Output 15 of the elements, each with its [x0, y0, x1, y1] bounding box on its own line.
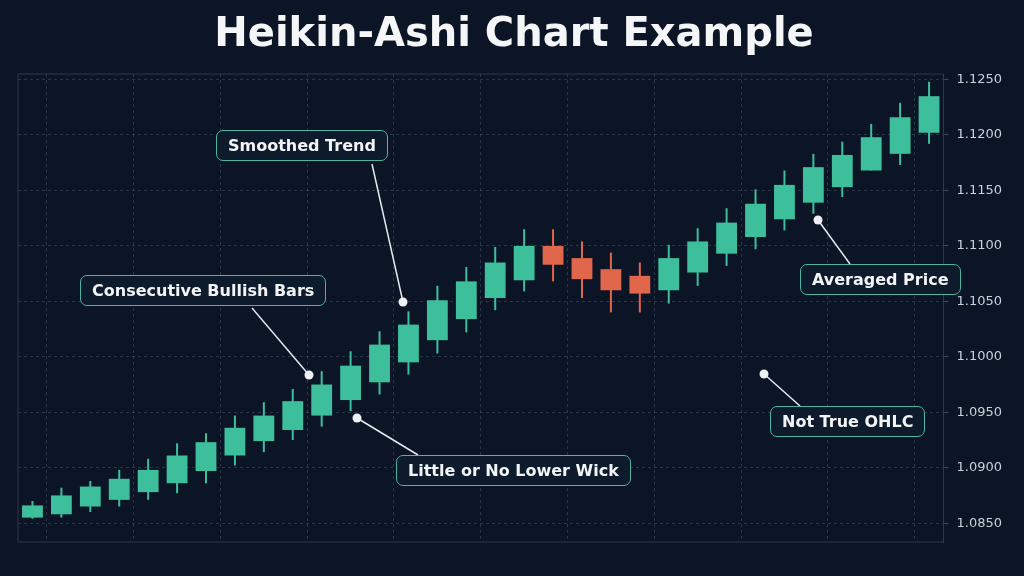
y-tick-label: 1.1100: [956, 237, 1003, 253]
y-tick-label: 1.0900: [956, 459, 1003, 475]
annotation: Smoothed Trend: [216, 130, 388, 161]
y-tick-label: 1.1200: [956, 126, 1003, 142]
chart-title: Heikin-Ashi Chart Example: [214, 9, 814, 56]
y-tick-label: 1.1000: [956, 348, 1003, 364]
annotation: Little or No Lower Wick: [396, 455, 631, 486]
y-tick-label: 1.0950: [956, 403, 1003, 419]
y-tick-label: 1.1250: [956, 70, 1003, 86]
y-tick-label: 1.0850: [956, 514, 1003, 530]
annotation: Consecutive Bullish Bars: [80, 275, 327, 306]
y-tick-label: 1.1150: [956, 181, 1003, 197]
annotation: Not True OHLC: [770, 406, 926, 437]
y-tick-label: 1.1050: [956, 292, 1003, 308]
annotation: Averaged Price: [812, 270, 949, 289]
